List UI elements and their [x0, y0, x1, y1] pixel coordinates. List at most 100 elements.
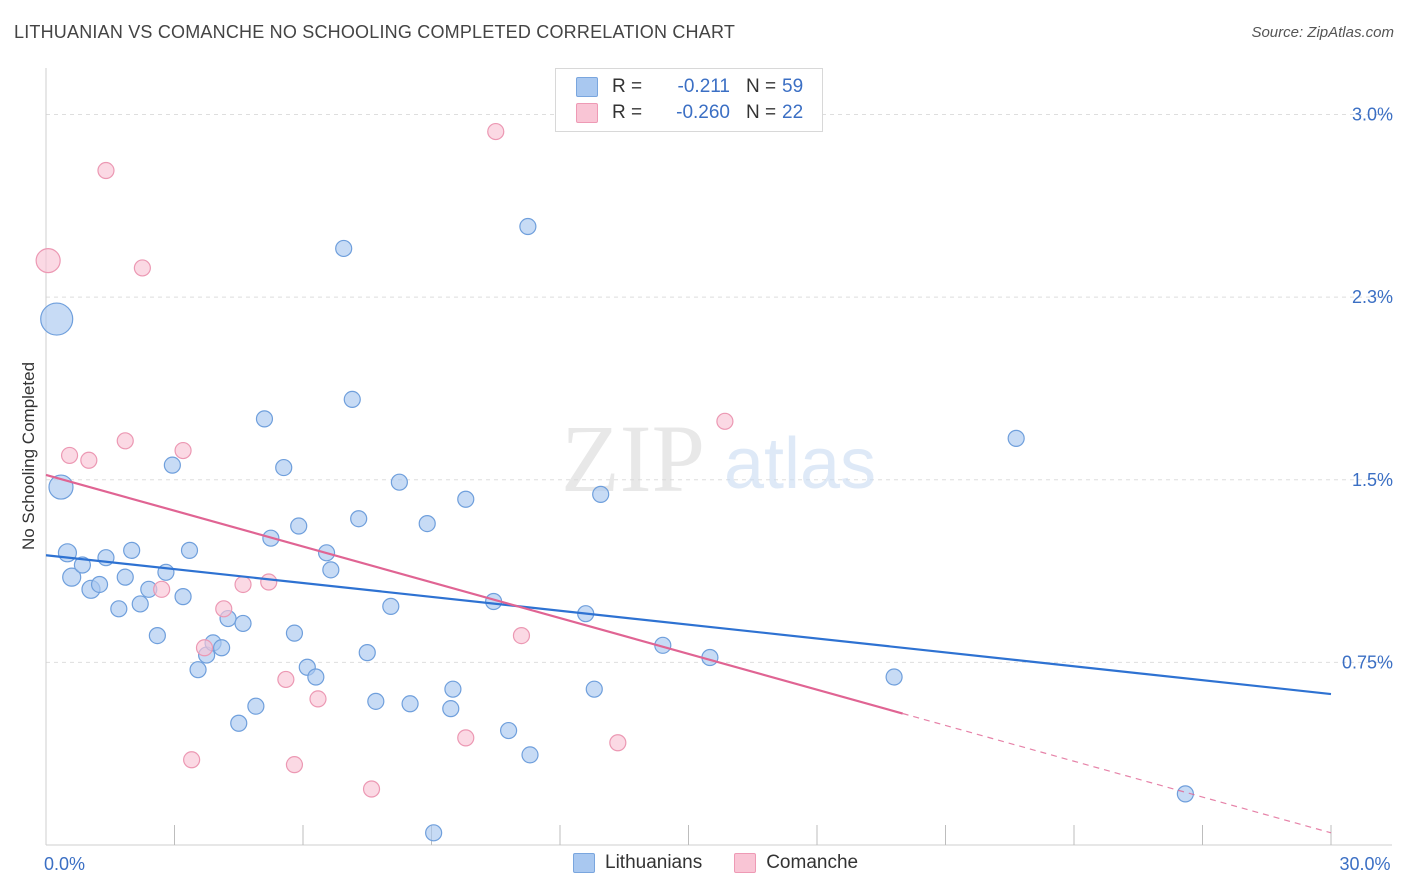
lithuanian-point [116, 568, 134, 586]
legend-swatch-lithuanians [576, 77, 598, 97]
lithuanian-point [234, 614, 252, 633]
lithuanian-point [163, 456, 181, 474]
comanche-point [183, 751, 201, 769]
lithuanian-point [885, 668, 903, 686]
lithuanian-point [335, 239, 353, 258]
legend-item-lithuanians: Lithuanians [573, 852, 702, 874]
lithuanian-point [425, 824, 443, 842]
x-tick-label: 30.0% [1339, 854, 1390, 874]
watermark-zip: ZIP [561, 405, 705, 512]
lithuanian-point [418, 514, 436, 533]
lithuanian-point [285, 624, 304, 642]
legend-label-lithuanians: Lithuanians [605, 852, 703, 873]
legend-label-comanche: Comanche [766, 852, 859, 873]
lithuanian-point [444, 680, 462, 698]
comanche-point [362, 780, 381, 798]
legend-swatch-comanche [576, 103, 598, 123]
comanche-point [277, 670, 295, 689]
lithuanian-point [390, 473, 408, 491]
comanche-point [174, 441, 192, 460]
comanche-point [285, 756, 304, 774]
stats-legend: R = -0.211 N = 59 R = -0.260 N = 22 [555, 68, 823, 132]
y-axis-label: No Schooling Completed [19, 362, 38, 550]
n-label: N = [746, 76, 777, 97]
comanche-point [234, 575, 252, 594]
lithuanian-point [350, 510, 368, 528]
lithuanian-point [442, 700, 460, 718]
lithuanian-point [500, 721, 518, 740]
r-value: -0.260 [676, 102, 730, 123]
lithuanian-point [73, 556, 92, 574]
comanche-point [153, 580, 171, 598]
comanche-point [60, 446, 79, 465]
comanche-point [609, 734, 627, 752]
lithuanian-point [213, 639, 231, 657]
lithuanian-point [123, 541, 141, 559]
lithuanian-point [382, 597, 400, 615]
lithuanian-point [230, 714, 248, 732]
lithuanian-point [290, 517, 308, 535]
lithuanian-point [457, 490, 475, 508]
x-tick-label: 0.0% [44, 854, 85, 874]
comanche-point [716, 412, 734, 430]
comanche-point [133, 259, 151, 277]
comanche-point [309, 690, 327, 708]
data-points [35, 122, 1194, 842]
lithuanian-point [110, 600, 128, 618]
comanche-point [260, 573, 278, 591]
lithuanian-point [247, 697, 265, 715]
lithuanian-point [401, 695, 419, 713]
comanche-point [97, 161, 115, 180]
n-label: N = [746, 102, 777, 123]
lithuanian-point [322, 561, 340, 579]
legend-row-lithuanians: R = -0.211 N = 59 [576, 74, 803, 100]
lithuanian-point [180, 541, 199, 559]
lithuanian-point [40, 302, 74, 336]
lithuanian-point [255, 410, 274, 428]
lithuanian-point [62, 567, 82, 587]
lithuanian-point [275, 458, 293, 477]
series-legend: Lithuanians Comanche [573, 852, 890, 874]
axes [45, 68, 1392, 846]
lithuanian-point [90, 575, 109, 594]
lithuanian-point [592, 485, 610, 503]
lithuanian-point [521, 746, 539, 764]
lithuanian-point [367, 692, 385, 710]
chart-title: LITHUANIAN VS COMANCHE NO SCHOOLING COMP… [14, 22, 736, 42]
comanche-point [195, 639, 214, 657]
source-credit: Source: ZipAtlas.com [1251, 24, 1394, 41]
comanche-point [457, 729, 475, 747]
legend-swatch-comanche [734, 853, 757, 873]
comanche-trend-line [45, 473, 903, 715]
comanche-point [80, 451, 98, 469]
lithuanian-point [1007, 429, 1025, 447]
y-tick-label: 1.5% [1352, 470, 1393, 490]
tick-labels: 0.75% 1.5% 2.3% 3.0% 0.0% 30.0% [44, 105, 1393, 874]
lithuanian-trend-line [45, 554, 1332, 696]
r-label: R = [612, 102, 643, 123]
comanche-trend-extension [902, 712, 1332, 834]
comanche-point [487, 122, 505, 141]
lithuanian-point [174, 588, 192, 606]
lithuanian-point [307, 668, 325, 686]
n-value: 59 [782, 76, 804, 97]
y-tick-label: 2.3% [1352, 287, 1393, 307]
comanche-point [215, 600, 233, 618]
lithuanian-point [148, 626, 166, 645]
legend-item-comanche: Comanche [734, 852, 858, 874]
y-tick-label: 0.75% [1342, 652, 1393, 672]
y-tick-label: 3.0% [1352, 105, 1393, 125]
watermark-atlas: atlas [724, 424, 876, 504]
r-value: -0.211 [677, 76, 730, 97]
lithuanian-point [343, 390, 361, 409]
trend-lines [45, 473, 1332, 834]
legend-swatch-lithuanians [573, 853, 595, 873]
lithuanian-point [585, 680, 603, 698]
lithuanian-point [189, 661, 207, 679]
watermark: ZIP atlas [561, 405, 876, 512]
comanche-point [35, 248, 61, 274]
lithuanian-point [358, 644, 376, 662]
lithuanian-point [131, 595, 149, 613]
lithuanian-point [519, 217, 537, 236]
